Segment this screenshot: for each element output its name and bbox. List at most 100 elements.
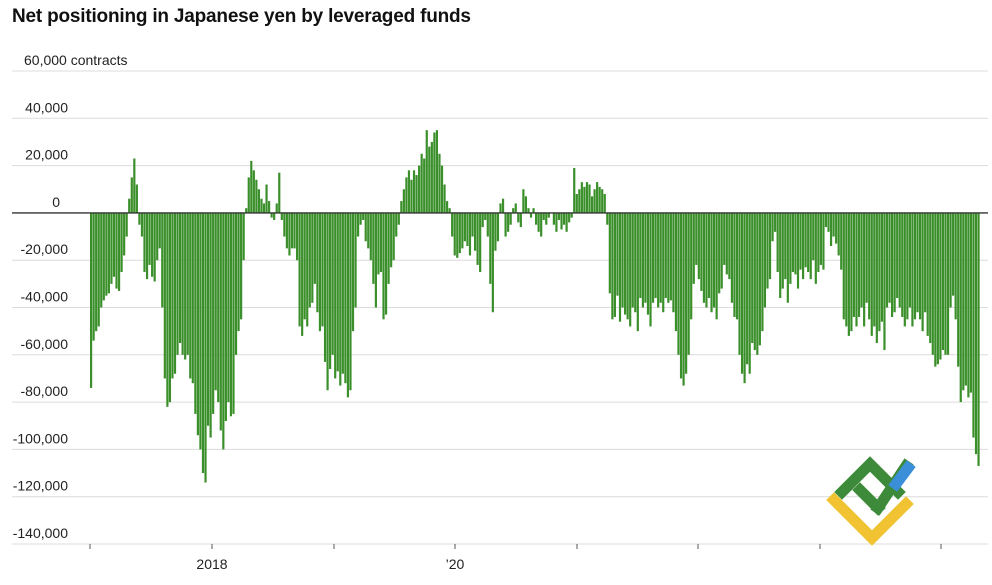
bar (959, 212, 962, 403)
brand-logo-icon (826, 456, 916, 546)
bar (458, 212, 461, 254)
bar (301, 212, 304, 336)
bar (743, 212, 746, 384)
bar (829, 212, 833, 247)
bar (715, 212, 718, 320)
bar (250, 160, 253, 213)
bar (570, 212, 573, 218)
bar (206, 212, 210, 426)
bar (913, 212, 917, 320)
bar (341, 212, 344, 374)
bar (255, 179, 258, 213)
bar (163, 212, 166, 379)
bar (95, 212, 98, 332)
bar (908, 212, 911, 308)
bar (873, 212, 876, 327)
y-tick-label: -40,000 (21, 289, 69, 305)
bar (906, 212, 909, 320)
bar (151, 212, 154, 277)
bar (438, 153, 441, 213)
bar (537, 212, 540, 232)
bar (674, 212, 678, 332)
bar (964, 212, 967, 386)
bar (260, 198, 263, 213)
bar (298, 212, 301, 327)
bar (827, 212, 830, 232)
bar (369, 212, 372, 261)
bar (568, 212, 571, 223)
bar (679, 212, 683, 379)
bar (237, 212, 240, 332)
bar (336, 212, 339, 372)
bar (105, 212, 108, 296)
bar (695, 212, 698, 265)
bar (814, 212, 817, 284)
bar (463, 212, 466, 242)
bar (941, 212, 945, 351)
x-tick-label: ’20 (446, 556, 465, 572)
bar (372, 212, 375, 284)
bar (812, 212, 815, 261)
bar (229, 212, 233, 417)
bar (794, 212, 797, 275)
bar (728, 212, 731, 280)
bar (405, 177, 408, 213)
bar (611, 212, 614, 320)
bar (484, 212, 487, 220)
bar (738, 212, 741, 355)
bar (875, 212, 878, 343)
bar (166, 212, 169, 407)
bar (939, 212, 942, 360)
bar (824, 212, 828, 228)
bar (535, 212, 538, 225)
bar (626, 212, 629, 320)
bar (204, 212, 207, 483)
bar (972, 212, 975, 438)
bar (707, 212, 711, 299)
bar (329, 212, 332, 369)
bar (509, 212, 512, 225)
bar (763, 212, 767, 308)
bar (562, 212, 566, 225)
y-tick-label: -120,000 (13, 478, 68, 494)
bar (425, 130, 428, 213)
bar (423, 158, 426, 213)
bar (504, 212, 507, 237)
bar (639, 212, 642, 299)
bar (346, 212, 350, 398)
bar (730, 212, 733, 303)
bar (387, 212, 390, 284)
bar (321, 212, 324, 327)
bar (112, 212, 116, 277)
bar (936, 212, 939, 365)
bar (880, 212, 884, 322)
bar (751, 212, 754, 343)
bar (601, 189, 604, 213)
bar (133, 158, 136, 213)
bar (779, 212, 782, 299)
bar (705, 212, 708, 308)
bar (855, 212, 858, 327)
bar (418, 165, 421, 213)
bar (725, 212, 728, 275)
bar (624, 212, 627, 315)
bar (560, 212, 563, 230)
bar (130, 177, 133, 213)
bar (621, 212, 624, 308)
bar (138, 212, 141, 225)
bar (102, 212, 105, 301)
bar (542, 212, 545, 220)
bar (308, 212, 311, 308)
y-tick-label: -80,000 (21, 383, 69, 399)
bar (384, 212, 388, 315)
bar (397, 212, 400, 225)
y-tick-label: 40,000 (25, 99, 68, 115)
bar (161, 212, 164, 308)
bar (883, 212, 886, 351)
y-tick-label: -140,000 (13, 525, 68, 541)
bar (489, 212, 492, 284)
bar (420, 153, 423, 213)
bar (285, 212, 288, 249)
bar (280, 212, 283, 220)
bar (758, 212, 761, 346)
